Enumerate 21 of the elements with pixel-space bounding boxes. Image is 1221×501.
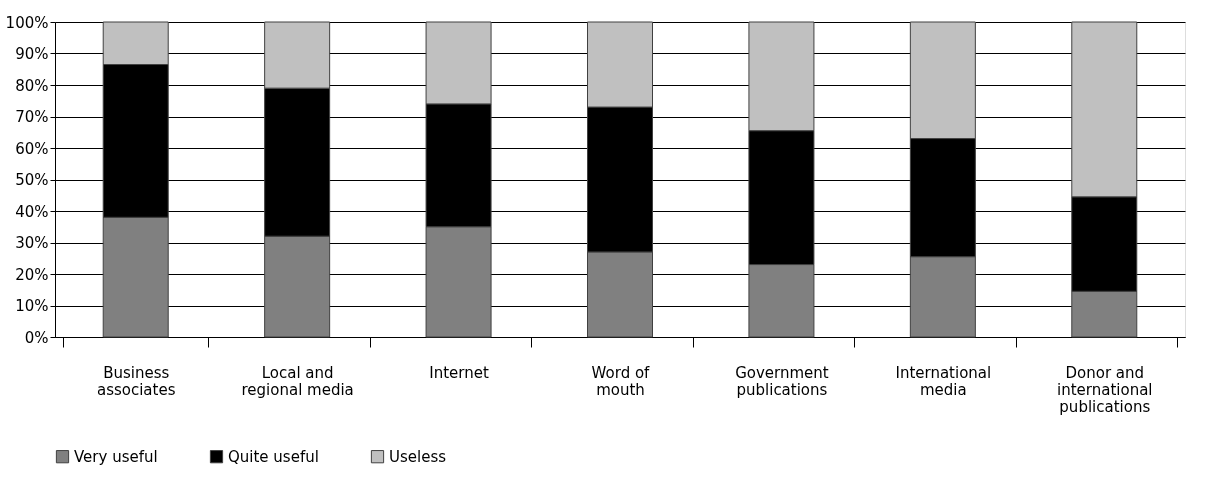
x-tick-label: Government publications	[735, 363, 829, 399]
legend-label: Quite useful	[228, 447, 319, 466]
x-tick-label: Donor and international publications	[1057, 363, 1153, 416]
x-tick-label: Business associates	[96, 363, 176, 399]
y-tick-label: 60%	[15, 139, 49, 158]
x-tick-label: International media	[895, 363, 992, 399]
legend-label: Very useful	[74, 447, 158, 466]
x-tick-label: Internet	[429, 363, 489, 382]
x-tick-label: Word of mouth	[591, 363, 651, 399]
y-tick-label: 80%	[15, 76, 49, 95]
y-tick-label: 100%	[5, 13, 49, 32]
y-tick-label: 10%	[15, 297, 49, 315]
y-tick-label: 20%	[15, 265, 49, 284]
legend-label: Useless	[389, 447, 447, 466]
y-tick-label: 90%	[15, 45, 49, 63]
x-tick-label: Local and regional media	[241, 363, 354, 399]
y-tick-label: 40%	[15, 202, 49, 221]
y-tick-label: 70%	[15, 108, 49, 126]
y-tick-label: 30%	[15, 234, 49, 252]
y-tick-label: 0%	[24, 328, 49, 347]
y-tick-label: 50%	[15, 171, 49, 189]
